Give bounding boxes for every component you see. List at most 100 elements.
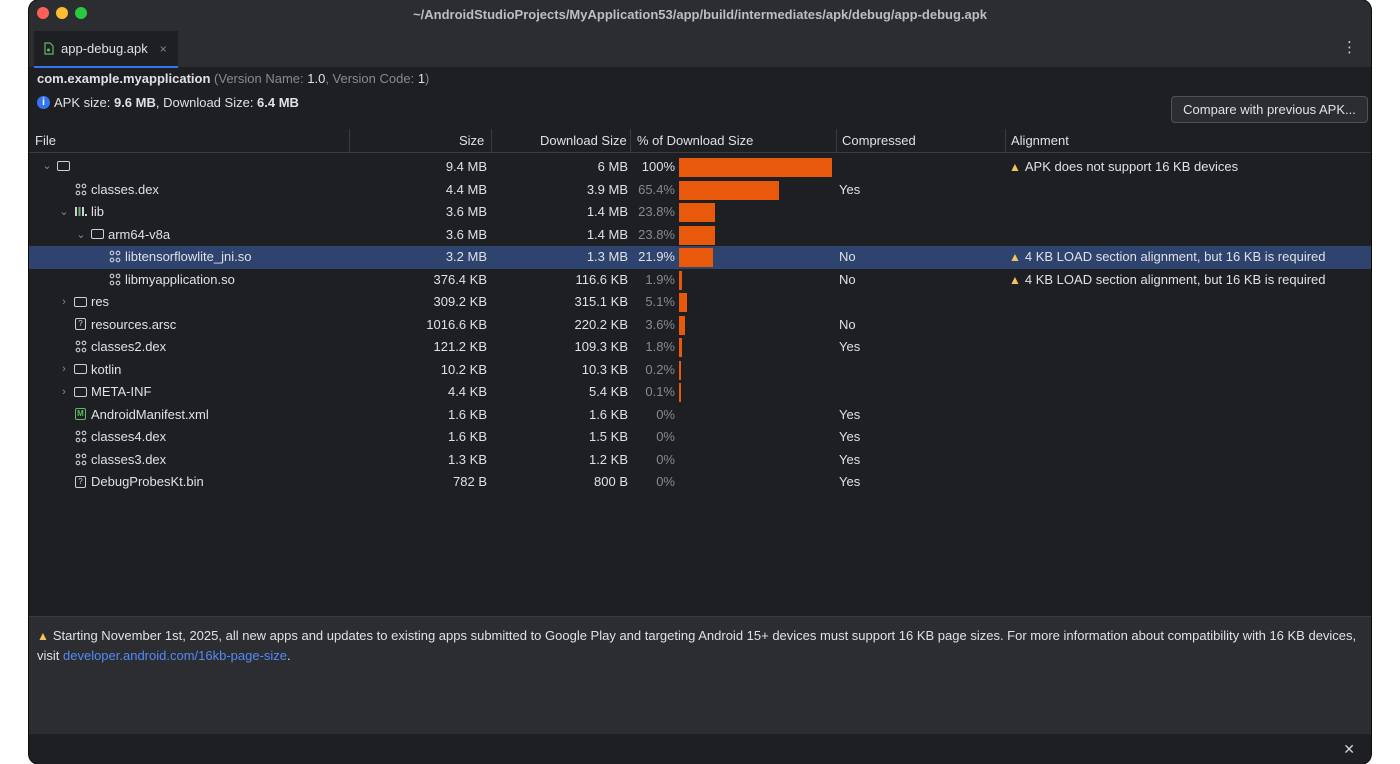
pin-icon[interactable]: ✕ — [1343, 741, 1355, 757]
window-controls — [37, 7, 87, 19]
compressed-cell: Yes — [839, 406, 861, 422]
table-row[interactable]: libtensorflowlite_jni.so 3.2 MB 1.3 MB 21.9… — [29, 246, 1371, 269]
compare-with-previous-apk-button[interactable]: Compare with previous APK... — [1171, 96, 1368, 123]
size-cell: 3.6 MB — [445, 204, 487, 219]
expand-chevron-icon[interactable]: › — [62, 295, 66, 308]
size-cell: 309.2 KB — [433, 294, 488, 309]
manifest-icon: M — [74, 408, 87, 421]
binary-icon — [108, 273, 121, 286]
alignment-cell: ▲ 4 KB LOAD section alignment, but 16 KB … — [1009, 249, 1326, 264]
table-row[interactable]: › res 309.2 KB 315.1 KB 5.1% — [29, 291, 1371, 314]
file-name-cell: M AndroidManifest.xml — [58, 407, 209, 422]
column-download-size[interactable]: Download Size — [540, 133, 627, 148]
table-row[interactable]: › META-INF 4.4 KB 5.4 KB 0.1% — [29, 381, 1371, 404]
file-name-cell: classes.dex — [58, 182, 159, 197]
download-size-cell: 3.9 MB — [586, 181, 628, 197]
file-icon: ? — [74, 318, 87, 331]
size-cell: 121.2 KB — [433, 339, 488, 354]
file-name: libmyapplication.so — [125, 271, 235, 287]
compressed-cell: Yes — [839, 181, 861, 197]
expand-chevron-icon[interactable]: ⌄ — [76, 228, 86, 241]
file-name-cell: ? resources.arsc — [58, 317, 176, 332]
table-row[interactable]: ⌄ lib 3.6 MB 1.4 MB 23.8% — [29, 201, 1371, 224]
close-window-button[interactable] — [37, 7, 49, 19]
percent-cell: 1.9% — [645, 271, 675, 287]
notice-link[interactable]: developer.android.com/16kb-page-size — [63, 648, 288, 663]
table-row[interactable]: ⌄ arm64-v8a 3.6 MB 1.4 MB 23.8% — [29, 224, 1371, 247]
file-name-cell: ⌄ arm64-v8a — [75, 227, 170, 242]
version-name: 1.0 — [307, 71, 326, 86]
file-name: classes4.dex — [91, 429, 167, 444]
compressed-cell: No — [839, 271, 856, 287]
percent-cell: 0% — [656, 429, 675, 444]
column-file[interactable]: File — [35, 133, 56, 148]
minimize-window-button[interactable] — [56, 7, 68, 19]
column-percent-download[interactable]: % of Download Size — [637, 133, 754, 148]
table-row[interactable]: libmyapplication.so 376.4 KB 116.6 KB 1.9% N… — [29, 269, 1371, 292]
column-size[interactable]: Size — [459, 133, 485, 148]
notice-text: Starting November 1st, 2025, all new app… — [37, 628, 1357, 663]
size-cell: 1.6 KB — [447, 429, 487, 444]
expand-chevron-icon[interactable]: › — [62, 363, 66, 375]
folder-icon — [57, 159, 70, 172]
file-name: classes.dex — [91, 181, 159, 197]
expand-chevron-icon[interactable]: › — [62, 385, 66, 398]
file-name: kotlin — [91, 361, 122, 377]
editor-tab-bar: app-debug.apk × ⋮ — [29, 28, 1371, 68]
version-code: 1 — [417, 71, 426, 86]
table-row[interactable]: ⌄ 9.4 MB 6 MB 100% ▲ APK does not support 16 … — [29, 156, 1371, 179]
percent-bar — [679, 225, 715, 245]
package-info: com.example.myapplication (Version Name:… — [37, 71, 430, 86]
file-name: res — [91, 294, 110, 309]
tab-close-icon[interactable]: × — [159, 41, 167, 56]
compressed-cell: Yes — [839, 429, 861, 444]
percent-bar — [679, 270, 682, 290]
column-alignment[interactable]: Alignment — [1011, 133, 1069, 148]
dex-icon — [74, 183, 87, 196]
file-name-cell: › kotlin — [58, 362, 121, 377]
percent-bar — [679, 383, 681, 402]
file-name: DebugProbesKt.bin — [91, 474, 204, 489]
file-name-cell: classes3.dex — [58, 452, 166, 467]
download-size-cell: 10.3 KB — [581, 361, 628, 377]
download-size-cell: 109.3 KB — [574, 339, 629, 354]
download-size-cell: 5.4 KB — [588, 384, 628, 399]
download-size-cell: 800 B — [594, 474, 628, 489]
size-cell: 782 B — [453, 474, 487, 489]
table-row[interactable]: classes3.dex 1.3 KB 1.2 KB 0% Yes — [29, 449, 1371, 472]
binary-icon — [108, 250, 121, 263]
table-row[interactable]: classes4.dex 1.6 KB 1.5 KB 0% Yes — [29, 426, 1371, 449]
table-row[interactable]: › kotlin 10.2 KB 10.3 KB 0.2% — [29, 359, 1371, 382]
expand-chevron-icon[interactable]: ⌄ — [42, 160, 52, 172]
warning-icon: ▲ — [1009, 272, 1021, 287]
size-cell: 1.6 KB — [447, 406, 487, 422]
column-compressed[interactable]: Compressed — [842, 133, 916, 148]
table-row[interactable]: classes.dex 4.4 MB 3.9 MB 65.4% Yes — [29, 179, 1371, 202]
percent-cell: 5.1% — [645, 294, 675, 309]
warning-icon: ▲ — [1009, 250, 1021, 264]
file-name-cell: ⌄ — [41, 159, 74, 172]
percent-bar — [679, 158, 832, 177]
percent-cell: 0% — [656, 451, 675, 467]
warning-icon: ▲ — [37, 629, 49, 643]
table-header: File Size Download Size % of Download Si… — [29, 129, 1371, 153]
size-cell: 3.2 MB — [445, 249, 487, 264]
table-row[interactable]: classes2.dex 121.2 KB 109.3 KB 1.8% Yes — [29, 336, 1371, 359]
download-size-cell: 116.6 KB — [575, 271, 628, 287]
folder-icon — [74, 385, 87, 398]
dex-icon — [74, 430, 87, 443]
tab-app-debug-apk[interactable]: app-debug.apk × — [34, 31, 178, 68]
compressed-cell: Yes — [839, 474, 861, 489]
more-options-icon[interactable]: ⋮ — [1342, 39, 1357, 56]
maximize-window-button[interactable] — [75, 7, 87, 19]
file-name: classes3.dex — [91, 451, 167, 467]
table-row[interactable]: ? DebugProbesKt.bin 782 B 800 B 0% Yes — [29, 471, 1371, 494]
percent-cell: 100% — [641, 159, 675, 174]
download-size-cell: 6 MB — [597, 159, 628, 174]
table-row[interactable]: ? resources.arsc 1016.6 KB 220.2 KB 3.6% No — [29, 314, 1371, 337]
file-name: AndroidManifest.xml — [91, 406, 209, 422]
expand-chevron-icon[interactable]: ⌄ — [59, 206, 69, 218]
percent-cell: 0% — [656, 474, 675, 489]
table-row[interactable]: M AndroidManifest.xml 1.6 KB 1.6 KB 0% Yes — [29, 404, 1371, 427]
percent-cell: 65.4% — [638, 181, 675, 197]
